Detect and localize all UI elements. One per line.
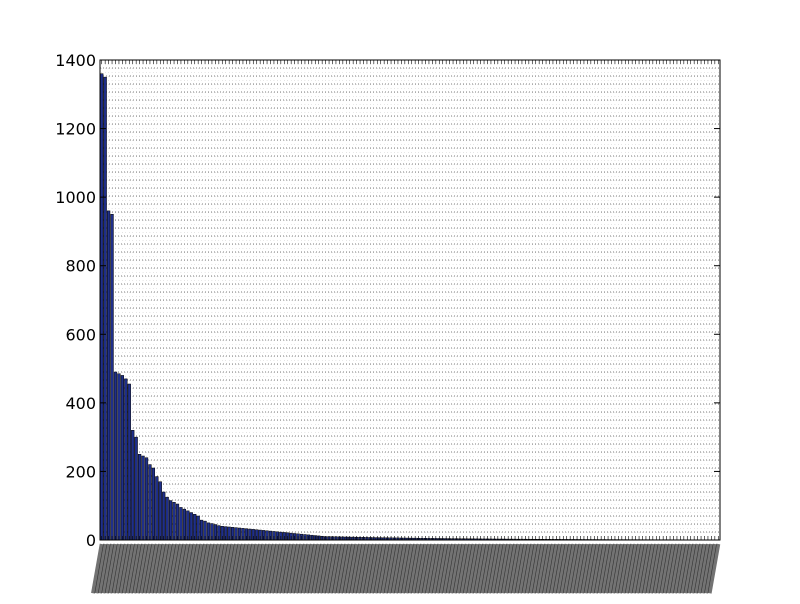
bar (152, 468, 155, 540)
bar (131, 430, 134, 540)
y-tick-label: 400 (65, 394, 96, 413)
bar (169, 501, 172, 540)
bar (100, 74, 103, 540)
bar (190, 513, 193, 540)
bar (186, 511, 189, 540)
bar (183, 509, 186, 540)
bar (180, 507, 183, 540)
bar (135, 437, 138, 540)
y-tick-label: 1200 (55, 120, 96, 139)
y-tick-label: 600 (65, 325, 96, 344)
bar (162, 492, 165, 540)
y-tick-label: 1000 (55, 188, 96, 207)
y-tick-label: 800 (65, 257, 96, 276)
bar (104, 77, 107, 540)
bar (155, 477, 158, 540)
x-tick-labels (91, 544, 720, 594)
bar (159, 482, 162, 540)
bar (149, 465, 152, 540)
bar (142, 456, 145, 540)
bars (100, 74, 719, 540)
bar (166, 497, 169, 540)
bar (128, 384, 131, 540)
y-tick-labels: 0 200 400 600 800 1000 1200 1400 (55, 51, 96, 550)
bar (118, 374, 121, 540)
y-tick-label: 0 (86, 531, 96, 550)
bar (121, 375, 124, 540)
bar (111, 214, 114, 540)
bar (138, 454, 141, 540)
bar (114, 372, 117, 540)
bar (124, 379, 127, 540)
bar (176, 504, 179, 540)
y-tick-label: 200 (65, 462, 96, 481)
bar (145, 458, 148, 540)
gridlines (100, 60, 720, 540)
bar (107, 211, 110, 540)
y-tick-label: 1400 (55, 51, 96, 70)
bar (173, 502, 176, 540)
